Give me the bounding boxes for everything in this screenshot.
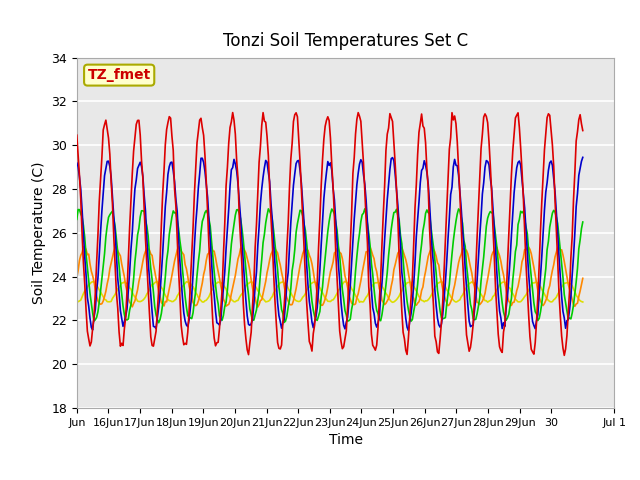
-16cm — [90, 279, 98, 285]
-2cm — [561, 352, 568, 358]
-32cm — [511, 296, 519, 302]
-2cm — [435, 350, 443, 356]
-16cm — [254, 304, 262, 310]
-2cm — [578, 121, 586, 127]
Text: TZ_fmet: TZ_fmet — [88, 68, 151, 82]
-16cm — [436, 273, 444, 278]
-8cm — [511, 249, 519, 254]
-8cm — [336, 253, 344, 259]
-32cm — [579, 299, 587, 305]
Y-axis label: Soil Temperature (C): Soil Temperature (C) — [31, 162, 45, 304]
-2cm — [90, 314, 98, 320]
-32cm — [333, 290, 341, 296]
-8cm — [90, 318, 98, 324]
-8cm — [106, 212, 114, 217]
-8cm — [264, 206, 272, 212]
-4cm — [90, 314, 98, 320]
-32cm — [341, 278, 349, 284]
-2cm — [229, 110, 237, 116]
-16cm — [73, 275, 81, 280]
-16cm — [579, 276, 587, 281]
-32cm — [73, 299, 81, 304]
-2cm — [335, 302, 342, 308]
-4cm — [73, 160, 81, 166]
-4cm — [333, 242, 341, 248]
Line: -8cm: -8cm — [77, 209, 583, 323]
-8cm — [578, 226, 586, 231]
-4cm — [106, 163, 114, 169]
-2cm — [510, 131, 518, 137]
-32cm — [578, 299, 586, 304]
-4cm — [579, 155, 587, 160]
-2cm — [106, 151, 114, 157]
-2cm — [579, 128, 587, 133]
-8cm — [73, 216, 81, 222]
-32cm — [388, 300, 396, 305]
-8cm — [579, 219, 587, 225]
-2cm — [73, 132, 81, 138]
Line: -32cm: -32cm — [77, 281, 583, 302]
-16cm — [106, 266, 114, 272]
Title: Tonzi Soil Temperatures Set C: Tonzi Soil Temperatures Set C — [223, 33, 468, 50]
Line: -16cm: -16cm — [77, 246, 583, 307]
-16cm — [336, 250, 344, 255]
-8cm — [436, 308, 444, 314]
Legend: -2cm, -4cm, -8cm, -16cm, -32cm: -2cm, -4cm, -8cm, -16cm, -32cm — [156, 477, 536, 480]
-16cm — [511, 294, 519, 300]
-8cm — [155, 320, 163, 325]
-16cm — [578, 282, 586, 288]
Line: -2cm: -2cm — [77, 113, 583, 355]
-4cm — [404, 328, 412, 334]
-4cm — [576, 166, 584, 171]
-32cm — [90, 279, 98, 285]
Line: -4cm: -4cm — [77, 157, 583, 331]
X-axis label: Time: Time — [328, 433, 363, 447]
-32cm — [436, 279, 444, 285]
-4cm — [435, 322, 443, 328]
-4cm — [510, 190, 518, 196]
-32cm — [106, 299, 114, 305]
-16cm — [175, 243, 182, 249]
